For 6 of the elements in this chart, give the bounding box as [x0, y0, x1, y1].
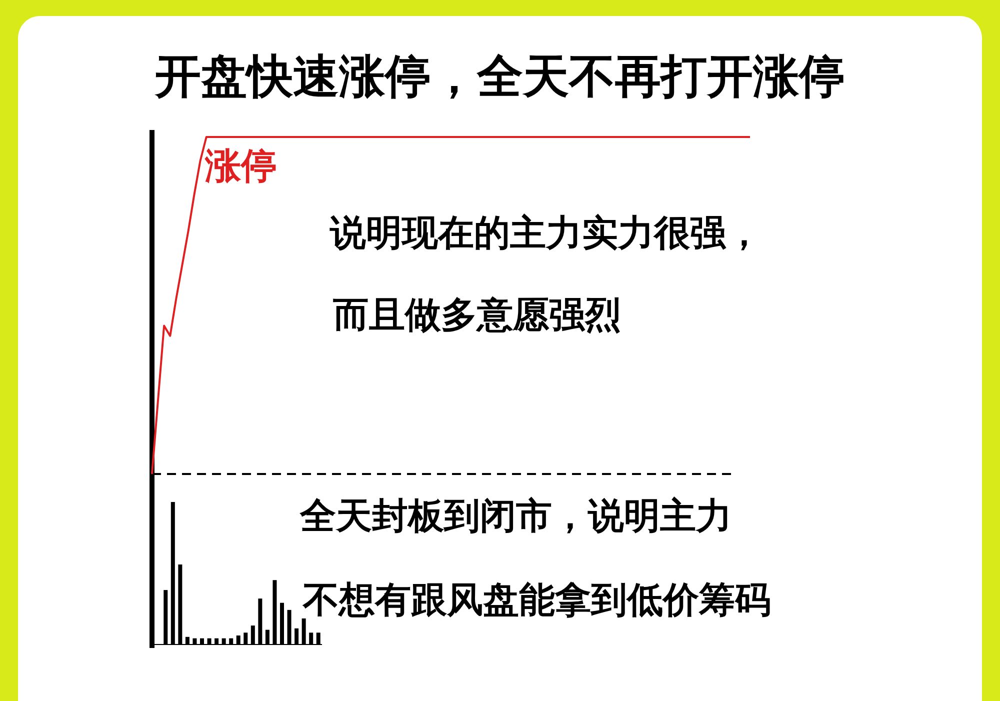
annotation: 涨停: [204, 146, 277, 187]
annotation: 说明现在的主力实力很强，: [329, 213, 762, 254]
annotation: 不想有跟风盘能拿到低价筹码: [302, 580, 771, 621]
annotation: 而且做多意愿强烈: [333, 295, 621, 336]
chart-title: 开盘快速涨停，全天不再打开涨停: [154, 49, 845, 103]
annotation: 全天封板到闭市，说明主力: [299, 496, 732, 537]
